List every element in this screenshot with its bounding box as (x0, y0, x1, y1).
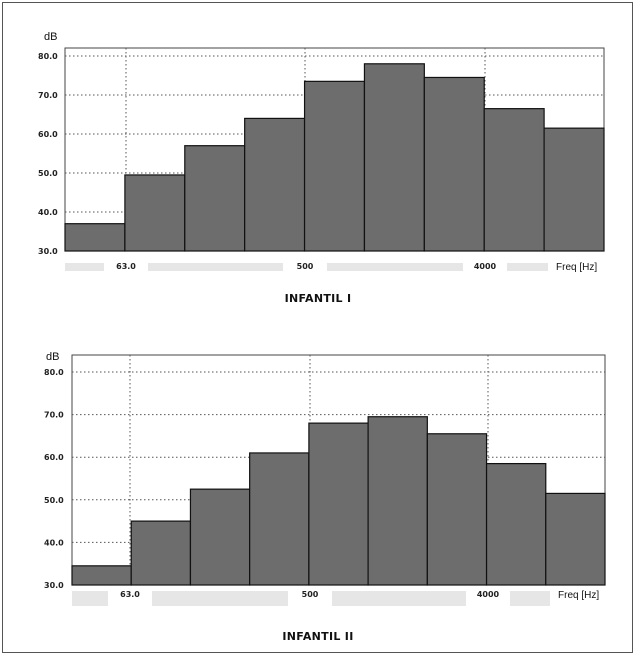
bar (426, 433, 488, 586)
chart-caption-infantil-2: INFANTIL II (282, 630, 354, 643)
y-tick-label: 30.0 (38, 247, 58, 256)
x-label-gap (463, 263, 507, 271)
y-tick-label: 30.0 (44, 581, 64, 590)
chart-infantil-1: 30.0 40.0 50.0 60.0 70.0 80.0 dB 63.0 500 4000 Fre… (38, 31, 605, 273)
x-tick-label: 500 (297, 262, 314, 271)
y-tick-label: 50.0 (38, 169, 58, 178)
bar (303, 80, 366, 252)
x-label-gap (283, 263, 327, 271)
bar (308, 422, 369, 586)
bar (545, 492, 606, 586)
y-unit-label: dB (44, 31, 57, 43)
y-tick-label: 70.0 (38, 91, 58, 100)
bar (485, 462, 547, 586)
chart-caption-infantil-1: INFANTIL I (284, 292, 352, 305)
bar (64, 223, 126, 252)
y-tick-label: 60.0 (44, 453, 64, 462)
x-label-gap (288, 591, 332, 606)
x-tick-label: 500 (302, 590, 319, 599)
x-label-gap (104, 263, 148, 271)
x-tick-label: 4000 (477, 590, 500, 599)
bar (244, 117, 306, 252)
x-label-strip (65, 263, 604, 271)
x-label-gap (548, 263, 604, 271)
x-axis-label: Freq [Hz] (556, 262, 597, 273)
bar (189, 488, 251, 586)
y-tick-label: 40.0 (44, 538, 64, 547)
bar (543, 127, 605, 252)
bar (363, 63, 425, 252)
y-tick-label: 80.0 (38, 52, 58, 61)
bar (130, 520, 192, 586)
y-tick-label: 50.0 (44, 496, 64, 505)
bar (124, 174, 186, 252)
y-tick-label: 70.0 (44, 411, 64, 420)
x-label-gap (550, 591, 605, 606)
bar (423, 76, 485, 252)
y-tick-label: 40.0 (38, 208, 58, 217)
x-tick-label: 4000 (474, 262, 497, 271)
x-label-gap (108, 591, 152, 606)
x-tick-label: 63.0 (120, 590, 140, 599)
x-tick-label: 63.0 (116, 262, 136, 271)
bar (367, 416, 428, 586)
y-tick-label: 80.0 (44, 368, 64, 377)
y-unit-label: dB (46, 351, 59, 363)
bar (249, 452, 310, 586)
y-tick-label: 60.0 (38, 130, 58, 139)
x-axis-label: Freq [Hz] (558, 590, 599, 601)
x-label-gap (466, 591, 510, 606)
bar (71, 565, 132, 586)
